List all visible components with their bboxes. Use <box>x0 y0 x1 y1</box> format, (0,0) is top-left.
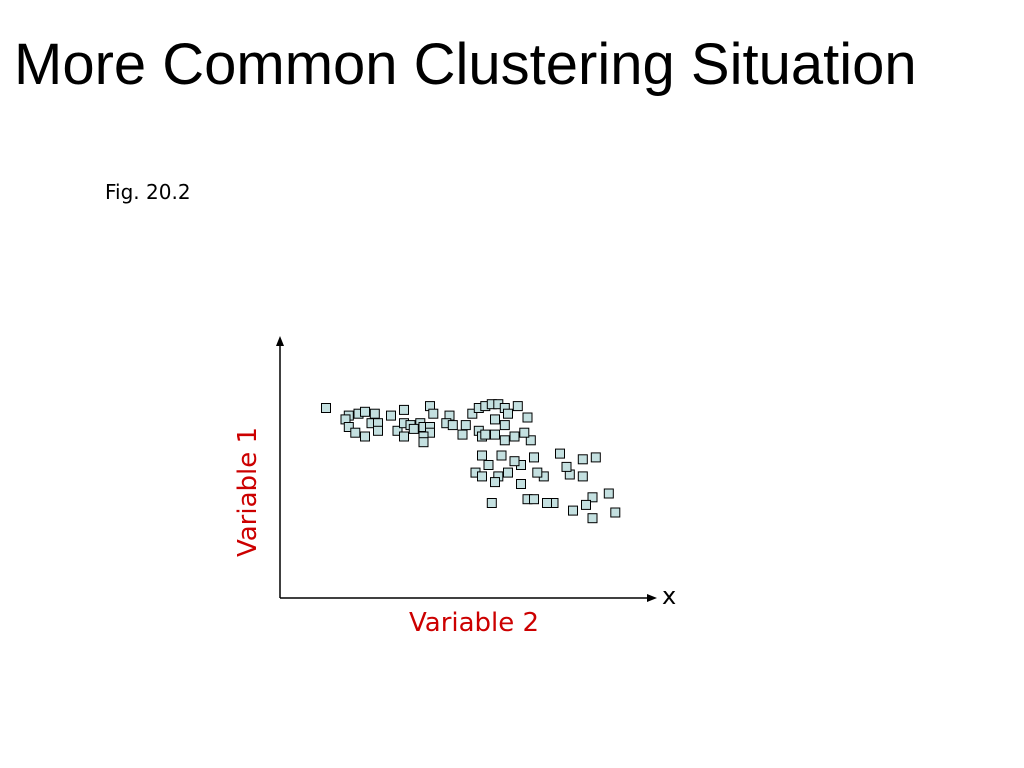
scatter-point <box>499 435 510 446</box>
scatter-point <box>542 498 552 508</box>
scatter-point <box>590 452 601 463</box>
scatter-point <box>577 454 588 465</box>
scatter-point <box>467 408 478 419</box>
scatter-point <box>428 408 439 419</box>
scatter-point <box>408 423 419 434</box>
scatter-point <box>392 425 403 436</box>
scatter-point <box>525 435 536 446</box>
scatter-point <box>587 492 598 503</box>
scatter-point <box>532 467 543 478</box>
scatter-point <box>516 479 526 489</box>
y-axis-arrowhead <box>276 336 284 346</box>
scatter-point <box>373 425 383 436</box>
scatter-point <box>369 408 380 419</box>
scatter-point <box>503 408 513 419</box>
scatter-point <box>343 422 354 432</box>
scatter-point <box>460 420 471 431</box>
scatter-points <box>321 399 621 524</box>
scatter-point <box>503 467 513 478</box>
scatter-point <box>486 498 497 508</box>
scatter-point <box>447 420 458 431</box>
scatter-point <box>480 429 491 440</box>
slide-title: More Common Clustering Situation <box>14 32 917 97</box>
scatter-point <box>321 403 331 413</box>
x-axis-end-mark: x <box>662 582 677 610</box>
scatter-point <box>350 427 361 438</box>
scatter-point <box>603 488 614 499</box>
scatter-point <box>568 505 578 516</box>
scatter-point <box>496 450 507 461</box>
figure-caption: Fig. 20.2 <box>105 180 191 204</box>
scatter-point <box>399 404 409 415</box>
scatter-point <box>529 494 539 505</box>
scatter-point <box>577 471 588 482</box>
x-axis-arrowhead <box>647 594 657 602</box>
scatter-point <box>555 448 565 459</box>
scatter-point <box>519 427 530 438</box>
scatter-point <box>490 429 500 440</box>
scatter-point <box>490 477 500 488</box>
scatter-point <box>360 431 370 442</box>
scatter-point <box>509 431 520 442</box>
scatter-point <box>477 471 487 482</box>
scatter-point <box>399 431 409 442</box>
scatter-point <box>477 450 487 461</box>
scatter-point <box>522 412 533 423</box>
scatter-point <box>512 401 523 412</box>
scatter-point <box>483 460 494 470</box>
scatter-point <box>610 507 621 518</box>
scatter-point <box>587 513 598 524</box>
chart-axes <box>276 336 657 602</box>
scatter-point <box>529 452 539 463</box>
scatter-point <box>561 461 572 472</box>
scatter-point <box>509 456 520 467</box>
scatter-point <box>490 414 500 425</box>
scatter-point <box>360 406 370 417</box>
x-axis-label: Variable 2 <box>409 608 540 638</box>
scatter-point <box>457 429 468 440</box>
y-axis-label: Variable 1 <box>233 426 263 558</box>
scatter-point <box>386 410 396 421</box>
scatter-point <box>499 420 510 431</box>
scatter-point <box>418 437 429 448</box>
scatter-point <box>581 499 591 510</box>
